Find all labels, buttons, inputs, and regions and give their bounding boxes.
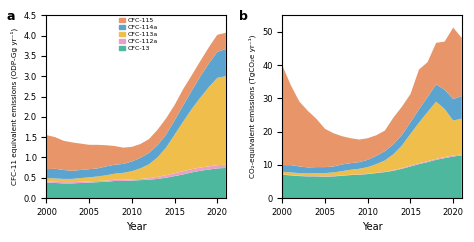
Y-axis label: CO₂-equivalent emissions (TgCO₂e yr⁻¹): CO₂-equivalent emissions (TgCO₂e yr⁻¹) [249, 35, 256, 178]
Legend: CFC-115, CFC-114a, CFC-113a, CFC-112a, CFC-13: CFC-115, CFC-114a, CFC-113a, CFC-112a, C… [118, 17, 159, 52]
Text: b: b [239, 10, 248, 23]
Y-axis label: CFC-11 equivalent emissions (ODP-Gg yr⁻¹): CFC-11 equivalent emissions (ODP-Gg yr⁻¹… [10, 28, 18, 185]
X-axis label: Year: Year [126, 222, 146, 232]
Text: a: a [7, 10, 16, 23]
X-axis label: Year: Year [362, 222, 383, 232]
